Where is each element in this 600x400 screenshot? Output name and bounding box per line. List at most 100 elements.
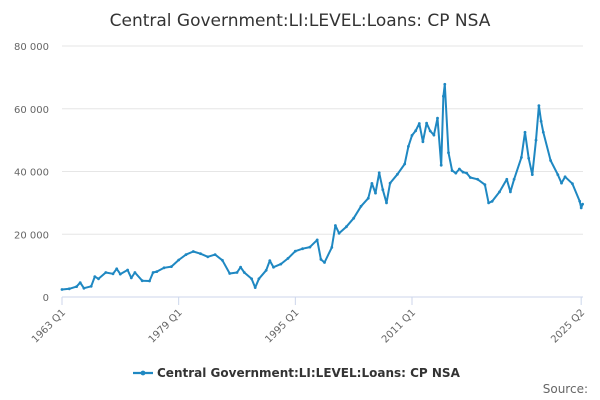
data-point — [443, 82, 447, 86]
data-point — [293, 249, 297, 253]
data-point — [465, 171, 469, 175]
data-point — [155, 270, 159, 273]
data-point — [345, 225, 348, 229]
data-point — [170, 265, 173, 268]
data-point — [476, 177, 479, 181]
data-point — [527, 156, 531, 160]
data-point — [235, 271, 239, 274]
y-tick-label: 60 000 — [14, 105, 49, 116]
data-point — [377, 171, 381, 175]
data-point — [454, 171, 458, 175]
data-point — [133, 271, 137, 274]
data-point — [75, 285, 78, 288]
x-tick-label: 2025 Q2 — [549, 307, 587, 345]
legend-label: Central Government:LI:LEVEL:Loans: CP NS… — [157, 366, 461, 380]
data-point — [439, 163, 443, 167]
legend[interactable]: Central Government:LI:LEVEL:Loans: CP NS… — [133, 366, 461, 380]
data-point — [490, 199, 494, 203]
y-tick-label: 40 000 — [14, 168, 49, 179]
data-point — [268, 259, 272, 262]
data-point — [129, 276, 133, 280]
data-point — [425, 121, 428, 125]
data-point — [67, 287, 71, 291]
data-point — [126, 268, 129, 272]
data-point — [118, 272, 122, 276]
data-point — [458, 167, 461, 171]
data-point — [337, 231, 341, 235]
data-point — [396, 172, 399, 176]
data-point — [250, 277, 254, 281]
data-point — [140, 279, 144, 283]
gridlines — [62, 45, 583, 298]
data-point — [323, 261, 326, 264]
data-point — [421, 140, 425, 144]
data-point — [417, 122, 421, 125]
y-tick-label: 20 000 — [14, 230, 49, 241]
data-point — [148, 279, 151, 283]
data-point — [162, 266, 166, 270]
x-axis: 1963 Q1 1979 Q1 1995 Q1 2011 Q1 2025 Q2 — [30, 296, 587, 345]
data-point — [578, 199, 582, 203]
data-point — [534, 138, 538, 142]
data-point — [541, 130, 545, 134]
data-point — [512, 177, 516, 181]
data-point — [199, 252, 202, 256]
data-point — [319, 258, 323, 261]
series-line-layer — [60, 82, 584, 291]
y-tick-label: 0 — [43, 293, 49, 304]
data-point — [520, 156, 523, 159]
data-point — [414, 129, 418, 133]
data-point — [549, 159, 552, 162]
data-point — [407, 145, 410, 148]
data-point — [359, 204, 363, 208]
data-point — [97, 277, 100, 281]
data-point — [151, 271, 155, 274]
data-point — [315, 238, 319, 242]
series-line — [61, 83, 584, 291]
data-point — [370, 182, 374, 185]
data-point — [447, 151, 450, 155]
data-point — [366, 196, 370, 200]
data-point — [556, 173, 560, 177]
data-point — [560, 181, 563, 185]
y-tick-label: 80 000 — [14, 42, 49, 53]
data-point — [483, 183, 487, 187]
data-point — [104, 271, 108, 274]
data-point — [242, 271, 246, 274]
legend-marker — [140, 370, 146, 376]
x-tick-label: 1979 Q1 — [147, 307, 185, 345]
data-point — [385, 201, 388, 205]
x-tick-label: 1995 Q1 — [263, 307, 301, 345]
data-point — [530, 173, 534, 177]
data-point — [374, 191, 377, 195]
data-point — [381, 188, 385, 192]
data-point — [537, 104, 541, 107]
data-point — [461, 170, 465, 174]
chart-title: Central Government:LI:LEVEL:Loans: CP NS… — [110, 11, 491, 31]
data-point — [206, 255, 210, 259]
data-point — [257, 277, 261, 281]
data-point — [410, 134, 414, 137]
data-point — [301, 247, 304, 251]
data-point — [279, 262, 283, 266]
data-point — [239, 265, 243, 269]
data-point — [563, 175, 567, 179]
source-label: Source: — [543, 382, 588, 396]
data-point — [272, 265, 275, 269]
data-point — [253, 286, 257, 289]
data-point — [111, 272, 115, 276]
data-point — [523, 130, 527, 134]
y-axis-tick-labels: 0 20 000 40 000 60 000 80 000 — [14, 42, 49, 304]
data-point — [228, 272, 232, 275]
data-point — [388, 181, 392, 185]
data-point — [581, 202, 584, 206]
data-point — [184, 253, 188, 256]
data-point — [177, 258, 181, 262]
data-point — [115, 267, 119, 271]
data-point — [264, 268, 268, 272]
data-point — [509, 190, 512, 194]
x-tick-label: 1963 Q1 — [30, 307, 68, 345]
data-point — [505, 177, 509, 181]
